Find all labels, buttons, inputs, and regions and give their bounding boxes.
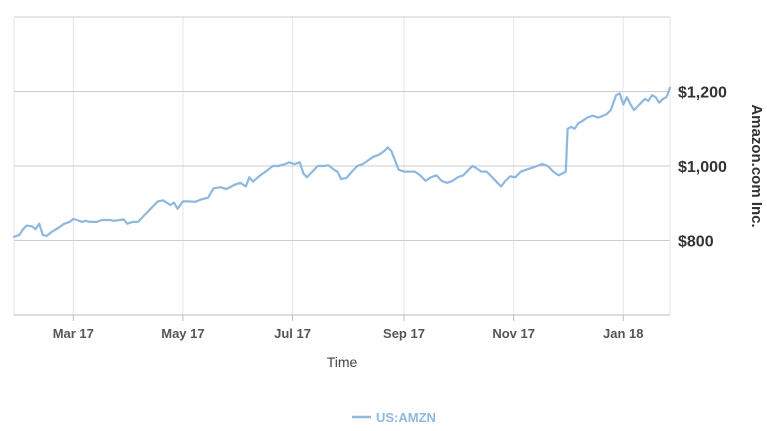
y-tick-label: $800 (678, 234, 714, 251)
series-layer (12, 86, 672, 238)
x-tick-label: Mar 17 (53, 326, 94, 341)
x-tick-label: May 17 (161, 326, 204, 341)
legend-label[interactable]: US:AMZN (376, 410, 436, 425)
x-tick-label: Jan 18 (603, 326, 643, 341)
y-tick-label: $1,200 (678, 85, 727, 102)
grid-lines (13, 16, 671, 315)
x-axis-title: Time (327, 354, 358, 370)
x-axis-ticks: Mar 17 May 17 Jul 17 Sep 17 Nov 17 Jan 18 (53, 315, 644, 341)
series-line (12, 86, 672, 238)
x-tick-label: Nov 17 (492, 326, 535, 341)
x-tick-label: Jul 17 (274, 326, 311, 341)
x-tick-label: Sep 17 (383, 326, 425, 341)
y-axis-title: Amazon.com Inc. (748, 104, 765, 227)
y-tick-label: $1,000 (678, 159, 727, 176)
y-axis-ticks: $800 $1,000 $1,200 (678, 85, 727, 251)
legend[interactable]: US:AMZN (352, 410, 436, 425)
